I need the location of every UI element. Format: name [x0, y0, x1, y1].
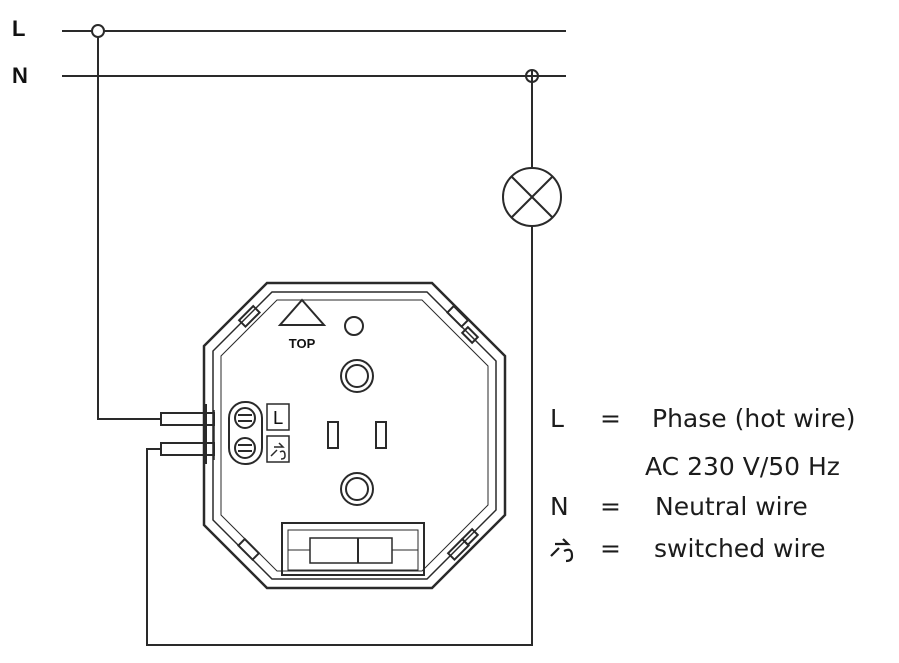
bottom-bracket [281, 522, 425, 576]
legend-text-neutral: Neutral wire [655, 492, 808, 521]
legend-equals: = [600, 404, 621, 433]
switched-wire-icon [270, 442, 286, 460]
terminal-leads [160, 404, 215, 464]
legend-text-rating: AC 230 V/50 Hz [645, 452, 840, 481]
lamp-icon [502, 167, 562, 227]
legend-symbol-phase: L [550, 404, 564, 433]
top-label: TOP [289, 336, 316, 351]
terminal-phase-symbol: L [273, 408, 284, 429]
phase-line-label: L [12, 16, 26, 41]
contact-slot-left [327, 421, 339, 449]
indicator-hole-icon [344, 316, 364, 336]
phase-wire [97, 37, 161, 420]
dimmer-insert [202, 281, 507, 590]
legend-text-phase: Phase (hot wire) [652, 404, 856, 433]
terminal-block [228, 401, 263, 465]
legend-equals: = [600, 492, 621, 521]
neutral-junction-icon [525, 69, 539, 83]
terminal-label-box-phase [266, 403, 290, 431]
top-arrow-icon [277, 298, 327, 326]
legend-switched-wire-icon [550, 538, 574, 563]
contact-slot-right [375, 421, 387, 449]
legend-text-switched: switched wire [654, 534, 826, 563]
phase-junction-icon [91, 24, 105, 38]
terminal-label-box-switched [266, 435, 290, 463]
legend-equals: = [600, 534, 621, 563]
upper-screw-icon [340, 359, 374, 393]
neutral-line-label: N [12, 63, 28, 88]
lower-screw-icon [340, 472, 374, 506]
switched-wire [146, 226, 533, 646]
legend-symbol-neutral: N [550, 492, 569, 521]
